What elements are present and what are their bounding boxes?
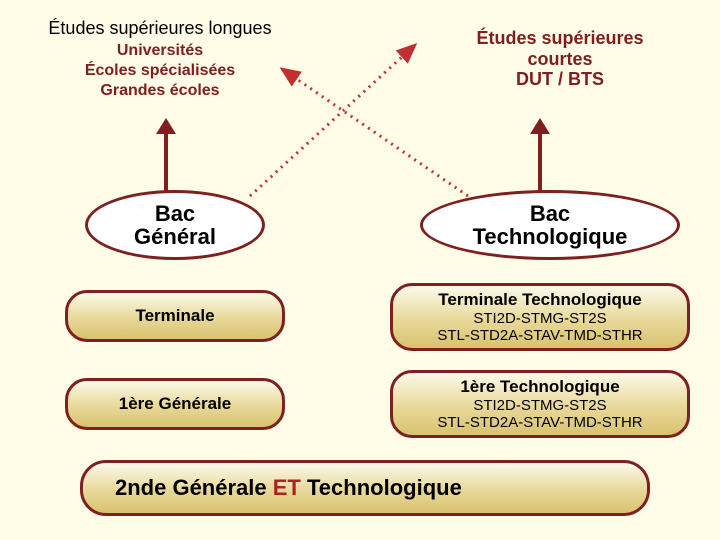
box-terminale-techno: Terminale Technologique STI2D-STMG-ST2S … bbox=[390, 283, 690, 351]
arrowhead-icon bbox=[156, 118, 176, 134]
header-right-sub: DUT / BTS bbox=[430, 69, 690, 90]
arrowhead-icon bbox=[530, 118, 550, 134]
arrow-up-right bbox=[530, 118, 550, 194]
bottom-pre: 2nde Générale bbox=[115, 475, 273, 500]
box-2nde: 2nde Générale ET Technologique bbox=[80, 460, 650, 516]
ellipse-bac-general: Bac Général bbox=[85, 190, 265, 260]
header-left-sub: Universités Écoles spécialisées Grandes … bbox=[35, 41, 285, 101]
header-right: Études supérieures courtes DUT / BTS bbox=[430, 28, 690, 90]
ellipse-bac-techno: Bac Technologique bbox=[420, 190, 680, 260]
bottom-et: ET bbox=[273, 475, 301, 500]
box-1ere-techno: 1ère Technologique STI2D-STMG-ST2S STL-S… bbox=[390, 370, 690, 438]
box-1ere-generale: 1ère Générale bbox=[65, 378, 285, 430]
box-terminale: Terminale bbox=[65, 290, 285, 342]
header-left: Études supérieures longues Universités É… bbox=[35, 18, 285, 101]
arrow-up-left bbox=[156, 118, 176, 194]
header-left-title: Études supérieures longues bbox=[35, 18, 285, 39]
bottom-post: Technologique bbox=[307, 475, 462, 500]
header-right-title: Études supérieures courtes bbox=[430, 28, 690, 69]
